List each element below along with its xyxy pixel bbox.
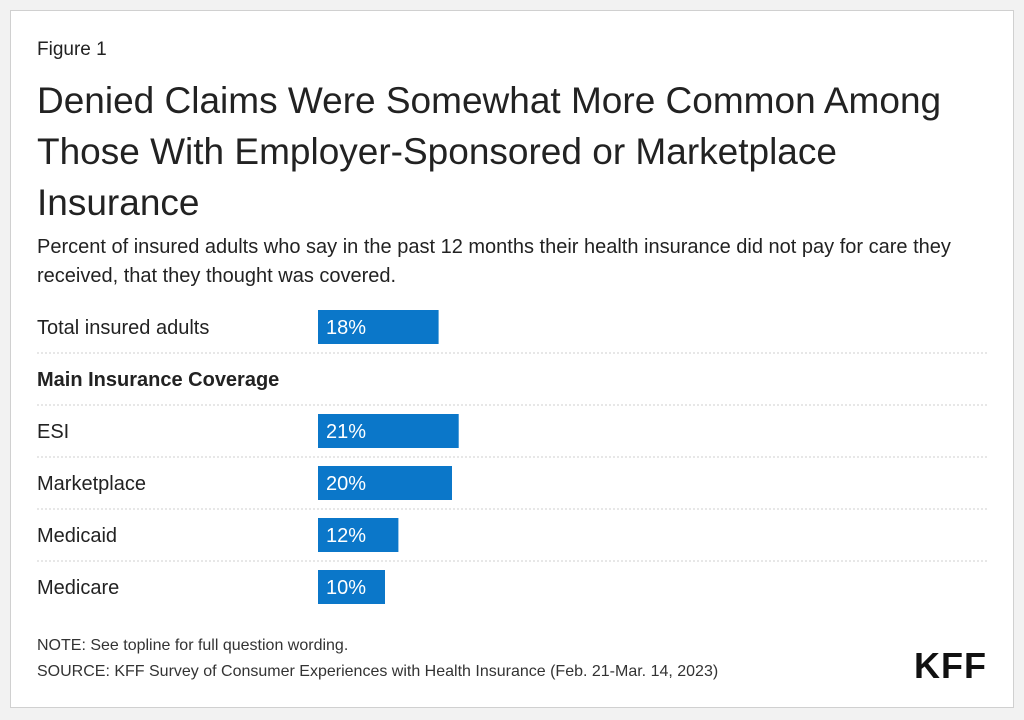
- bar-value-label: 21%: [326, 421, 366, 443]
- kff-logo: KFF: [914, 645, 987, 686]
- bar: [318, 310, 439, 344]
- bar-value-label: 10%: [326, 577, 366, 599]
- note-text: NOTE: See topline for full question word…: [37, 637, 349, 654]
- chart-subtitle: Percent of insured adults who say in the…: [37, 236, 951, 287]
- bar: [318, 414, 459, 448]
- figure-label: Figure 1: [37, 39, 107, 60]
- bar-value-label: 20%: [326, 473, 366, 495]
- chart-title: Denied Claims Were Somewhat More Common …: [37, 80, 942, 223]
- row-label: Medicare: [37, 577, 119, 599]
- bar: [318, 570, 385, 604]
- row-label: ESI: [37, 421, 69, 443]
- bar-value-label: 18%: [326, 317, 366, 339]
- chart-card: Figure 1 Denied Claims Were Somewhat Mor…: [10, 10, 1014, 708]
- bar: [318, 518, 399, 552]
- row-label: Medicaid: [37, 525, 117, 547]
- row-label: Total insured adults: [37, 317, 209, 339]
- group-header: Main Insurance Coverage: [37, 369, 279, 391]
- bar-value-label: 12%: [326, 525, 366, 547]
- bar: [318, 466, 452, 500]
- row-label: Marketplace: [37, 473, 146, 495]
- source-text: SOURCE: KFF Survey of Consumer Experienc…: [37, 663, 719, 680]
- bar-chart: Total insured adults 18% Main Insurance Co…: [37, 310, 988, 604]
